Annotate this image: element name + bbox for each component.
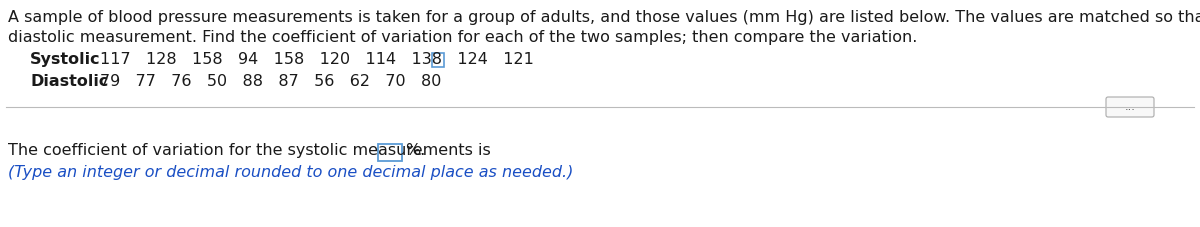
Text: %.: %. [406,143,425,158]
Text: 117   128   158   94   158   120   114   138   124   121: 117 128 158 94 158 120 114 138 124 121 [100,52,534,67]
Text: ...: ... [1124,102,1135,112]
Text: diastolic measurement. Find the coefficient of variation for each of the two sam: diastolic measurement. Find the coeffici… [8,30,917,45]
Text: Systolic: Systolic [30,52,101,67]
Text: The coefficient of variation for the systolic measurements is: The coefficient of variation for the sys… [8,143,496,158]
Text: Diastolic: Diastolic [30,74,108,89]
Bar [432,53,444,67]
Bar [378,144,402,161]
Text: A sample of blood pressure measurements is taken for a group of adults, and thos: A sample of blood pressure measurements … [8,10,1200,25]
FancyBboxPatch shape [1106,97,1154,117]
Text: 79   77   76   50   88   87   56   62   70   80: 79 77 76 50 88 87 56 62 70 80 [100,74,442,89]
Text: (Type an integer or decimal rounded to one decimal place as needed.): (Type an integer or decimal rounded to o… [8,165,574,180]
